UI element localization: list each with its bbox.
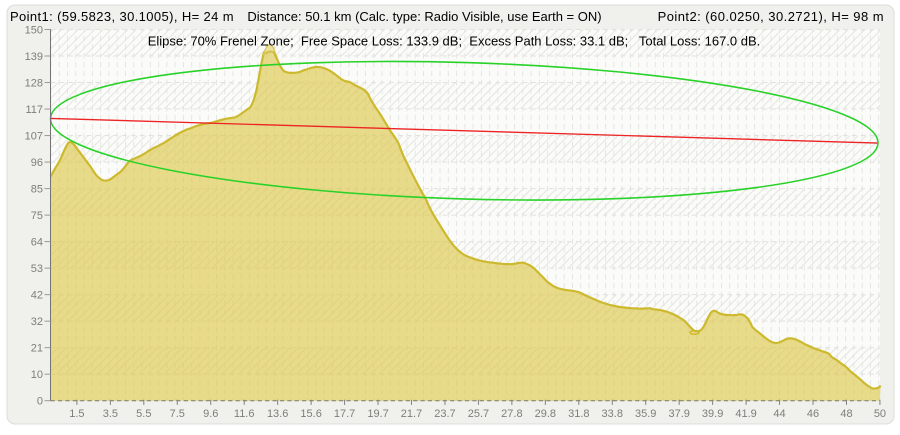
svg-text:35.9: 35.9 [635, 408, 656, 420]
svg-text:128: 128 [25, 77, 43, 89]
svg-text:9.6: 9.6 [203, 408, 218, 420]
svg-text:25.7: 25.7 [468, 408, 489, 420]
svg-text:Distance: 50.1 km (Calc. type:: Distance: 50.1 km (Calc. type: Radio Vis… [247, 9, 601, 24]
svg-text:1.5: 1.5 [69, 408, 84, 420]
svg-text:23.7: 23.7 [434, 408, 455, 420]
svg-text:96: 96 [31, 157, 43, 169]
svg-text:75: 75 [31, 210, 43, 222]
svg-text:50: 50 [874, 408, 886, 420]
svg-text:31.8: 31.8 [568, 408, 589, 420]
svg-text:107: 107 [25, 130, 43, 142]
svg-text:53: 53 [31, 263, 43, 275]
svg-text:37.9: 37.9 [668, 408, 689, 420]
svg-text:19.7: 19.7 [367, 408, 388, 420]
svg-text:32: 32 [31, 316, 43, 328]
svg-text:150: 150 [25, 24, 43, 36]
svg-text:29.8: 29.8 [535, 408, 556, 420]
svg-text:15.6: 15.6 [300, 408, 321, 420]
svg-text:85: 85 [31, 183, 43, 195]
svg-text:Point2: (60.0250, 30.2721), H=: Point2: (60.0250, 30.2721), H= 98 m [658, 9, 884, 24]
svg-text:Elipse: 70% Frenel Zone; Free: Elipse: 70% Frenel Zone; Free Space Loss… [148, 33, 761, 48]
svg-text:11.6: 11.6 [234, 408, 255, 420]
svg-text:3.5: 3.5 [103, 408, 118, 420]
svg-text:117: 117 [25, 104, 43, 116]
svg-text:48: 48 [840, 408, 852, 420]
svg-text:10: 10 [31, 369, 43, 381]
svg-text:21: 21 [31, 342, 43, 354]
svg-text:41.9: 41.9 [735, 408, 756, 420]
svg-text:13.6: 13.6 [267, 408, 288, 420]
svg-text:Point1: (59.5823, 30.1005), H=: Point1: (59.5823, 30.1005), H= 24 m [10, 9, 234, 24]
svg-text:0: 0 [37, 396, 43, 408]
svg-text:27.8: 27.8 [501, 408, 522, 420]
svg-text:5.5: 5.5 [136, 408, 151, 420]
svg-text:46: 46 [807, 408, 819, 420]
svg-text:64: 64 [31, 236, 43, 248]
svg-text:42: 42 [31, 289, 43, 301]
svg-text:39.9: 39.9 [702, 408, 723, 420]
svg-text:17.7: 17.7 [334, 408, 355, 420]
svg-text:7.5: 7.5 [170, 408, 185, 420]
svg-text:33.8: 33.8 [602, 408, 623, 420]
svg-text:139: 139 [25, 51, 43, 63]
svg-text:21.7: 21.7 [401, 408, 422, 420]
svg-text:44: 44 [773, 408, 785, 420]
